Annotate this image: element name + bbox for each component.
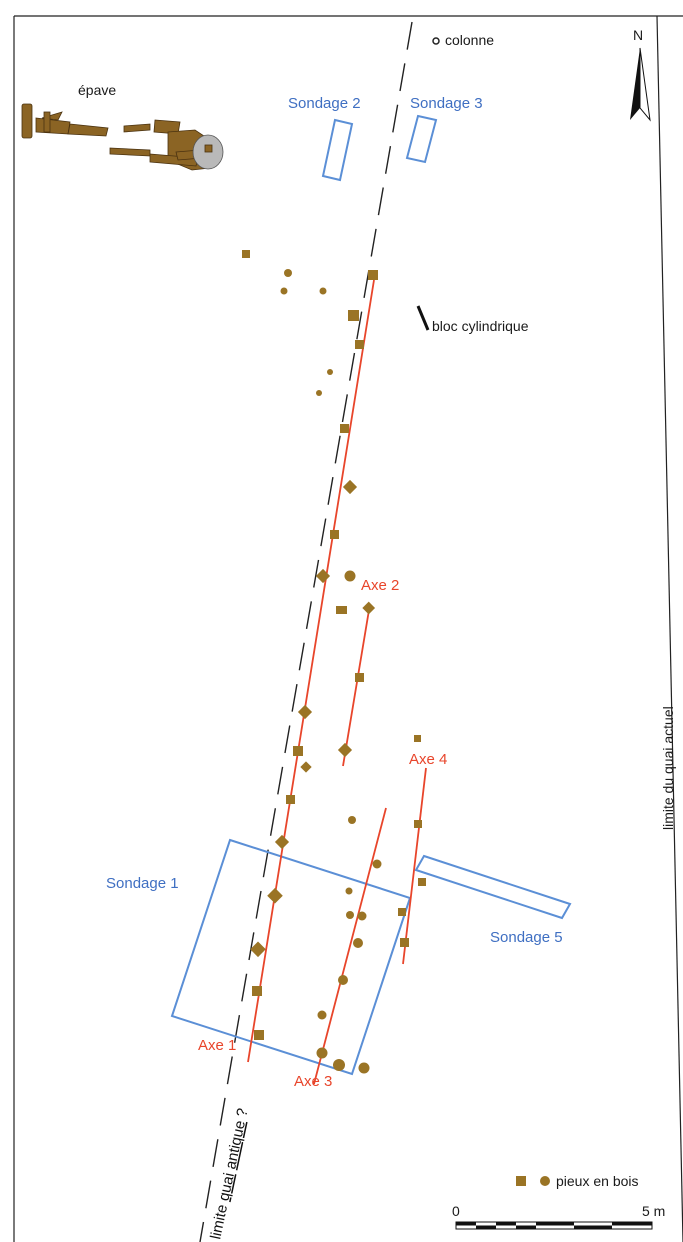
pieu-circle — [317, 1010, 327, 1020]
axe-2-label: Axe 2 — [361, 577, 399, 594]
bloc-label: bloc cylindrique — [432, 318, 529, 334]
sondage-2-box — [321, 118, 354, 182]
sondage-2-label: Sondage 2 — [288, 95, 361, 112]
pieu-diamond — [342, 479, 358, 495]
pieu-circle — [344, 570, 356, 582]
pieu-square — [252, 986, 262, 996]
sondage-5-box — [414, 854, 572, 920]
axe-1-label: Axe 1 — [198, 1037, 236, 1054]
pieu-square — [368, 270, 378, 280]
quai-antique-part: antique — [222, 1119, 249, 1171]
pieu-circle — [319, 287, 327, 295]
legend-square-icon — [516, 1176, 526, 1186]
sondage-1-box — [170, 838, 412, 1076]
quai-antique-line — [199, 21, 413, 1242]
pieu-circle — [280, 287, 288, 295]
pieu-diamond — [250, 941, 266, 958]
scale-end-label: 5 m — [642, 1203, 665, 1219]
legend-circle-icon — [540, 1176, 550, 1186]
pieu-square — [254, 1030, 264, 1040]
pieu-square — [330, 530, 339, 539]
sondage-3-label: Sondage 3 — [410, 95, 483, 112]
bloc-cylindrique-icon — [416, 305, 430, 331]
pieu-circle — [316, 390, 322, 396]
pieu-diamond — [300, 761, 312, 773]
epave-label: épave — [78, 82, 116, 98]
colonne-label: colonne — [445, 32, 494, 48]
quai-antique-part: quai — [215, 1171, 238, 1202]
pieu-circle — [284, 269, 292, 277]
pieu-diamond — [267, 887, 283, 904]
pieu-circle — [333, 1059, 345, 1071]
quai-antique-label: limite quai antique ? — [207, 1107, 251, 1241]
pieu-circle — [372, 859, 382, 869]
colonne-icon — [432, 37, 440, 45]
pieu-circle — [357, 911, 367, 921]
pieu-circle — [348, 816, 356, 824]
north-label: N — [633, 27, 643, 43]
pieu-square — [418, 878, 426, 886]
sondage-3-box — [405, 114, 438, 164]
pieu-diamond — [315, 568, 331, 584]
pieu-circle — [358, 1062, 370, 1074]
quai-antique-part: ? — [232, 1107, 251, 1123]
axe-4-label: Axe 4 — [409, 751, 447, 768]
pieu-square — [355, 673, 364, 682]
pieu-circle — [353, 938, 363, 948]
axe-3-label: Axe 3 — [294, 1073, 332, 1090]
pieu-square — [414, 820, 422, 828]
pieu-circle — [338, 975, 348, 985]
pieux-squares — [242, 250, 426, 1040]
scale-bar — [455, 1221, 653, 1230]
pieu-square — [414, 735, 421, 742]
pieu-diamond — [362, 601, 376, 615]
quai-antique-part: limite — [207, 1199, 232, 1241]
north-arrow-icon — [630, 47, 651, 122]
pieu-square — [286, 795, 295, 804]
quai-actuel-label: limite du quai actuel — [660, 706, 676, 830]
pieu-square — [293, 746, 303, 756]
pieu-square — [355, 340, 364, 349]
pieu-square — [400, 938, 409, 947]
scale-start-label: 0 — [452, 1203, 460, 1219]
axe-3-line — [313, 807, 387, 1085]
pieu-circle — [316, 1047, 328, 1059]
pieu-square — [398, 908, 406, 916]
pieu-diamond — [337, 742, 353, 758]
sondage-1-label: Sondage 1 — [106, 875, 179, 892]
epave-icon — [21, 103, 224, 171]
pieu-circle — [346, 911, 354, 919]
axe-2-line — [342, 603, 371, 767]
pieu-square — [348, 310, 359, 321]
pieu-square — [336, 606, 347, 614]
pieu-square — [340, 424, 349, 433]
legend-label: pieux en bois — [556, 1173, 639, 1189]
pieu-square — [242, 250, 250, 258]
axe-1-line — [247, 279, 375, 1063]
sondage-5-label: Sondage 5 — [490, 929, 563, 946]
quai-actuel-line — [656, 15, 683, 1242]
pieu-circle — [345, 887, 353, 895]
pieu-diamond — [297, 704, 313, 720]
pieu-circle — [327, 369, 333, 375]
pieux-circles — [280, 269, 382, 1074]
pieu-diamond — [274, 834, 290, 850]
axe-4-line — [402, 767, 427, 965]
